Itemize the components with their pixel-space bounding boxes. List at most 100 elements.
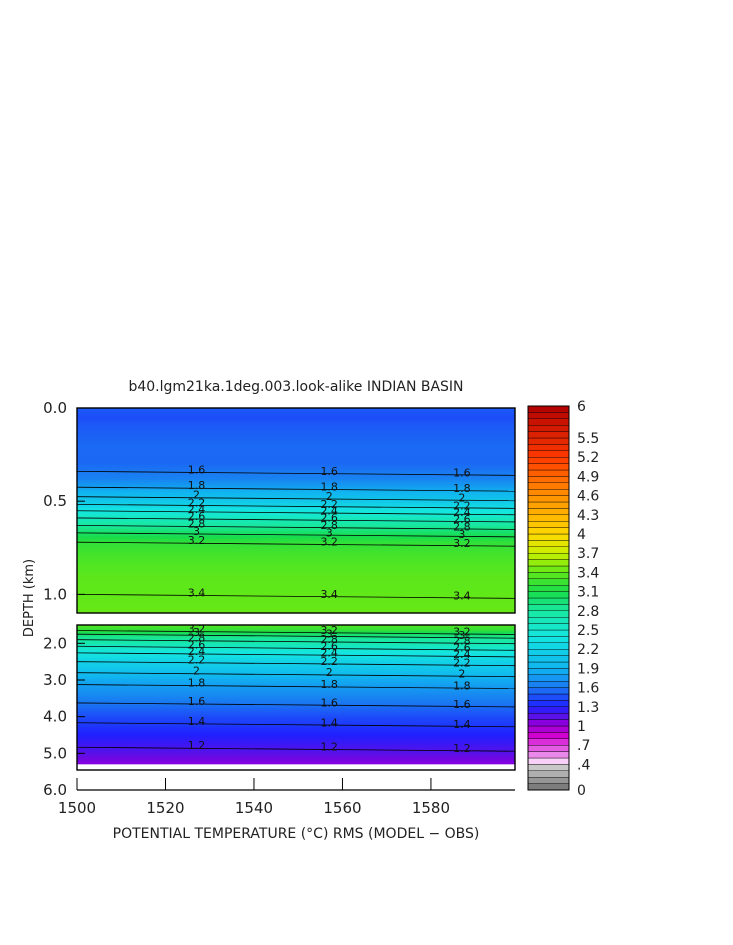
- contour-line: [77, 532, 515, 538]
- colorbar-swatch: [527, 425, 570, 432]
- colorbar-swatch: [527, 450, 570, 458]
- colorbar-swatch: [527, 629, 570, 637]
- field-band: [77, 689, 515, 692]
- contour-label: 2.2: [188, 654, 206, 667]
- contour-label: 2.8: [188, 517, 206, 530]
- contour-line: [77, 630, 515, 635]
- field-band: [77, 705, 515, 708]
- field-band: [77, 719, 515, 722]
- field-band: [77, 708, 515, 711]
- field-band: [77, 649, 515, 652]
- field-band: [77, 726, 515, 729]
- field-band: [77, 746, 515, 750]
- field-band: [77, 762, 515, 765]
- field-band: [77, 495, 515, 499]
- lower-panel-frame: [76, 624, 516, 771]
- x-tick-label: 1500: [58, 799, 96, 817]
- y-tick-label: 2.0: [43, 634, 67, 652]
- contour-label: 2.4: [188, 645, 206, 658]
- colorbar-swatch: [527, 418, 570, 426]
- colorbar-swatch: [527, 482, 570, 490]
- colorbar-swatch: [527, 725, 570, 733]
- x-axis-label: POTENTIAL TEMPERATURE (°C) RMS (MODEL − …: [113, 826, 480, 842]
- contour-line: [77, 486, 515, 492]
- contour-label: 2.2: [453, 657, 471, 670]
- field-band: [77, 454, 515, 458]
- contour-label: 1.4: [188, 715, 206, 728]
- field-band: [77, 745, 515, 748]
- field-band: [77, 410, 515, 414]
- contour-label: 2.6: [320, 512, 338, 525]
- contour-label: 3: [326, 628, 333, 641]
- field-band: [77, 652, 515, 656]
- colorbar-label: 6: [577, 399, 586, 415]
- field-band: [77, 515, 515, 519]
- contour-label: 2: [326, 666, 333, 679]
- colorbar-swatch: [527, 540, 570, 548]
- contour-label: 3.2: [453, 626, 471, 639]
- colorbar-swatch: [527, 604, 570, 612]
- field-band: [77, 436, 515, 440]
- contour-label: 1.2: [188, 739, 206, 752]
- colorbar-swatch: [527, 642, 570, 650]
- field-band: [77, 564, 515, 568]
- colorbar-swatch: [527, 610, 570, 618]
- contour-label: 3: [458, 528, 465, 541]
- field-band: [77, 654, 515, 657]
- colorbar-label: 2.5: [577, 623, 599, 639]
- colorbar-swatch: [527, 495, 570, 503]
- colorbar-swatch: [527, 636, 570, 644]
- colorbar-label: 5.2: [577, 450, 599, 466]
- field-band: [77, 584, 515, 588]
- colorbar-swatch: [527, 546, 570, 554]
- field-band: [77, 446, 515, 450]
- field-band: [77, 469, 515, 473]
- contour-label: 1.8: [320, 678, 338, 691]
- colorbar-swatch: [527, 770, 570, 778]
- colorbar-swatch: [527, 591, 570, 599]
- field-band: [77, 523, 515, 527]
- colorbar-swatch: [527, 469, 570, 477]
- field-band: [77, 548, 515, 553]
- colorbar-swatch: [527, 674, 570, 682]
- field-band: [77, 645, 515, 649]
- field-band: [77, 413, 515, 417]
- colorbar-swatch: [527, 649, 570, 656]
- contour-label: 1.2: [320, 741, 338, 754]
- field-band: [77, 715, 515, 718]
- x-tick-label: 1540: [235, 799, 273, 817]
- field-band: [77, 625, 515, 628]
- contour-label: 2.2: [453, 499, 471, 512]
- contour-label: 2: [326, 490, 333, 503]
- field-band: [77, 484, 515, 489]
- field-band: [77, 554, 515, 558]
- field-band: [77, 699, 515, 703]
- field-band: [77, 743, 515, 746]
- colorbar-label: .4: [577, 757, 590, 773]
- field-band: [77, 531, 515, 535]
- field-band: [77, 431, 515, 435]
- contour-label: 2.8: [188, 632, 206, 645]
- field-band: [77, 682, 515, 685]
- field-band: [77, 520, 515, 524]
- contour-label: 2.2: [188, 496, 206, 509]
- colorbar-swatch: [527, 617, 570, 624]
- contour-label: 2: [193, 489, 200, 502]
- field-band: [77, 610, 515, 613]
- field-band: [77, 633, 515, 637]
- field-band: [77, 630, 515, 633]
- colorbar-label: 0: [577, 783, 586, 799]
- contour-label: 1.8: [453, 680, 471, 693]
- field-band: [77, 587, 515, 591]
- field-band: [77, 691, 515, 694]
- contour-label: 1.6: [320, 465, 338, 478]
- colorbar-label: .7: [577, 738, 590, 754]
- field-band: [77, 461, 515, 465]
- field-band: [77, 678, 515, 682]
- field-band: [77, 438, 515, 442]
- contour-label: 2: [458, 668, 465, 681]
- colorbar-swatch: [527, 585, 570, 592]
- field-band: [77, 441, 515, 445]
- field-band: [77, 642, 515, 645]
